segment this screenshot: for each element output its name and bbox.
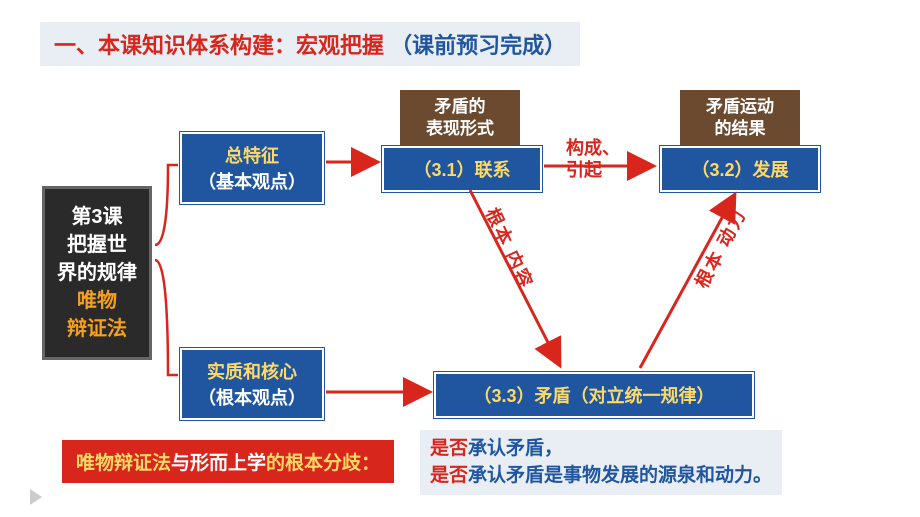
node-form: 矛盾的 表现形式 xyxy=(400,90,520,146)
node-feature: 总特征 （基本观点） xyxy=(180,132,324,204)
connection-label: （3.1）联系 xyxy=(413,160,510,180)
essence-l2: （根本观点） xyxy=(198,388,306,408)
node-essence: 实质和核心 （根本观点） xyxy=(180,348,324,420)
feature-l2: （基本观点） xyxy=(198,172,306,192)
title-part2: （课前预习完成） xyxy=(390,33,566,58)
result-l1: 矛盾运动 xyxy=(706,97,774,116)
power-text: 根本 动力 xyxy=(692,205,751,291)
develop-label: （3.2）发展 xyxy=(691,160,788,180)
essence-l1: 实质和核心 xyxy=(207,362,297,382)
form-l1: 矛盾的 xyxy=(435,97,486,116)
edge-compose: 构成、 引起 xyxy=(566,138,620,181)
node-contradiction: （3.3）矛盾（对立统一规律） xyxy=(434,372,754,418)
node-lesson3: 第3课 把握世 界的规律 唯物 辩证法 xyxy=(42,186,152,360)
left-l5: 辩证法 xyxy=(67,318,127,340)
edge-power: 根本 动力 xyxy=(692,205,752,292)
node-connection: （3.1）联系 xyxy=(382,146,542,192)
bt-l1a: 是否 xyxy=(430,438,468,459)
title-part1: 一、本课知识体系构建：宏观把握 xyxy=(54,33,384,58)
feature-l1: 总特征 xyxy=(225,146,279,166)
bottom-divergence: 唯物辩证法与形而上学的根本分歧： xyxy=(62,440,394,483)
compose-l2: 引起 xyxy=(566,160,602,180)
bt-l2b: 承认矛盾是事物发展的源泉和动力。 xyxy=(468,465,772,486)
contradiction-label: （3.3）矛盾（对立统一规律） xyxy=(473,386,714,406)
left-l4: 唯物 xyxy=(77,290,117,312)
brb-p3: 的根本分歧： xyxy=(266,453,380,474)
form-l2: 表现形式 xyxy=(426,119,494,138)
brb-p2: 与形而上学 xyxy=(171,453,266,474)
brb-p1: 唯物辩证法 xyxy=(76,453,171,474)
bottom-answer: 是否承认矛盾， 是否承认矛盾是事物发展的源泉和动力。 xyxy=(420,430,782,495)
left-l3: 界的规律 xyxy=(57,262,137,284)
edge-content: 根本 内容 xyxy=(480,205,536,293)
result-l2: 的结果 xyxy=(715,119,766,138)
left-l2: 把握世 xyxy=(67,234,127,256)
slide-indicator-icon xyxy=(30,489,42,505)
bt-l2a: 是否 xyxy=(430,465,468,486)
title-bar: 一、本课知识体系构建：宏观把握 （课前预习完成） xyxy=(40,22,580,66)
node-develop: （3.2）发展 xyxy=(660,146,820,192)
content-text: 根本 内容 xyxy=(482,205,537,292)
left-l1: 第3课 xyxy=(71,206,122,228)
node-result: 矛盾运动 的结果 xyxy=(680,90,800,146)
compose-l1: 构成、 xyxy=(566,138,620,158)
bt-l1b: 承认矛盾， xyxy=(468,438,563,459)
